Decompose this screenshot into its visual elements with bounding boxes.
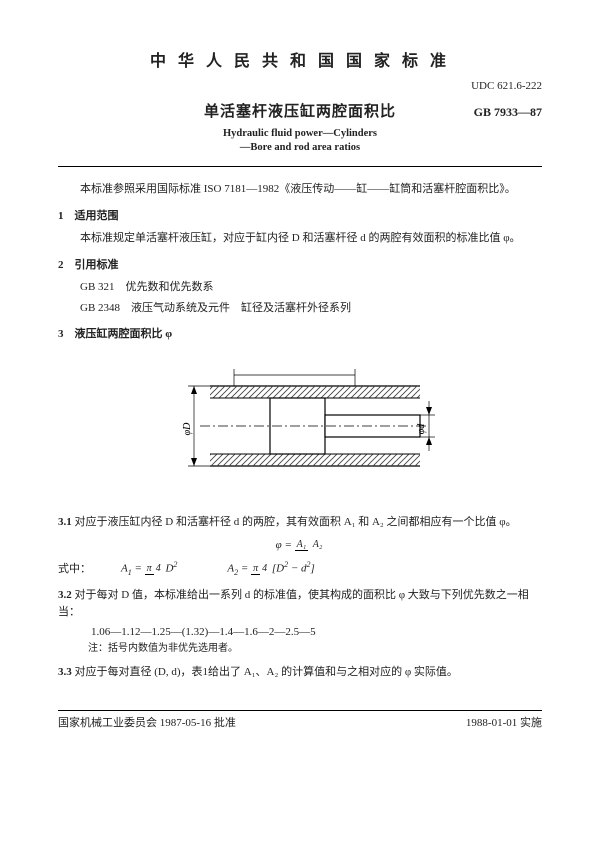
clause-3-3: 3.3 对应于每对直径 (D, d)，表1给出了 A₁、A₂ 的计算值和与之相对… <box>58 664 542 681</box>
doc-title-en-line2: —Bore and rod area ratios <box>58 141 542 155</box>
section-1-heading: 1 适用范围 <box>58 208 542 225</box>
phi-eq-lhs: φ = <box>276 539 292 551</box>
clause-3-1-text: 对应于液压缸内径 D 和活塞杆径 d 的两腔，其有效面积 A₁ 和 A₂ 之间都… <box>75 516 517 528</box>
cylinder-figure: φD φd <box>160 361 440 497</box>
clause-3-3-text: 对应于每对直径 (D, d)，表1给出了 A₁、A₂ 的计算值和与之相对应的 φ… <box>75 666 458 678</box>
clause-3-3-num: 3.3 <box>58 666 72 678</box>
ref-2: GB 2348 液压气动系统及元件 缸径及活塞杆外径系列 <box>80 300 542 317</box>
section-1-body: 本标准规定单活塞杆液压缸，对应于缸内径 D 和活塞杆径 d 的两腔有效面积的标准… <box>58 230 542 247</box>
clause-3-1-num: 3.1 <box>58 516 72 528</box>
title-row: 单活塞杆液压缸两腔面积比 GB 7933—87 <box>58 101 542 124</box>
doc-title-zh: 单活塞杆液压缸两腔面积比 <box>128 101 472 124</box>
section-3-heading: 3 液压缸两腔面积比 φ <box>58 326 542 343</box>
section-2-heading: 2 引用标准 <box>58 257 542 274</box>
area-formulas: 式中： A1 = π4 D2 A2 = π4 [D2 − d2] <box>58 559 542 579</box>
standard-code: GB 7933—87 <box>472 103 542 121</box>
rule-top <box>58 166 542 167</box>
a1-equation: A1 = π4 D2 <box>121 559 177 579</box>
intro-para: 本标准参照采用国际标准 ISO 7181—1982《液压传动——缸——缸筒和活塞… <box>58 181 542 198</box>
doc-title-en-line1: Hydraulic fluid power—Cylinders <box>58 127 542 141</box>
nation-title: 中 华 人 民 共 和 国 国 家 标 准 <box>58 50 542 74</box>
rule-bottom <box>58 710 542 711</box>
udc-code: UDC 621.6-222 <box>58 78 542 95</box>
phi-formula: φ = A₁ A₂ <box>58 537 542 554</box>
dim-label-d: φd <box>416 423 427 435</box>
phi-frac-den: A₂ <box>311 539 325 550</box>
clause-3-1: 3.1 对应于液压缸内径 D 和活塞杆径 d 的两腔，其有效面积 A₁ 和 A₂… <box>58 514 542 531</box>
preferred-series: 1.06—1.12—1.25—(1.32)—1.4—1.6—2—2.5—5 <box>91 624 542 641</box>
a2-equation: A2 = π4 [D2 − d2] <box>227 559 314 579</box>
page: 中 华 人 民 共 和 国 国 家 标 准 UDC 621.6-222 单活塞杆… <box>0 0 600 849</box>
shizhong-label: 式中： <box>58 561 91 578</box>
footer-right: 1988-01-01 实施 <box>466 715 542 732</box>
phi-frac-num: A₁ <box>295 539 309 551</box>
footer-left: 国家机械工业委员会 1987-05-16 批准 <box>58 715 236 732</box>
ref-1: GB 321 优先数和优先数系 <box>80 279 542 296</box>
dim-label-D: φD <box>182 422 193 436</box>
footer: 国家机械工业委员会 1987-05-16 批准 1988-01-01 实施 <box>58 715 542 732</box>
clause-3-2-text: 对于每对 D 值，本标准给出一系列 d 的标准值，使其构成的面积比 φ 大致与下… <box>58 589 529 618</box>
clause-3-2: 3.2 对于每对 D 值，本标准给出一系列 d 的标准值，使其构成的面积比 φ … <box>58 587 542 620</box>
clause-3-2-num: 3.2 <box>58 589 72 601</box>
note-3-2: 注：括号内数值为非优先选用者。 <box>88 641 542 656</box>
